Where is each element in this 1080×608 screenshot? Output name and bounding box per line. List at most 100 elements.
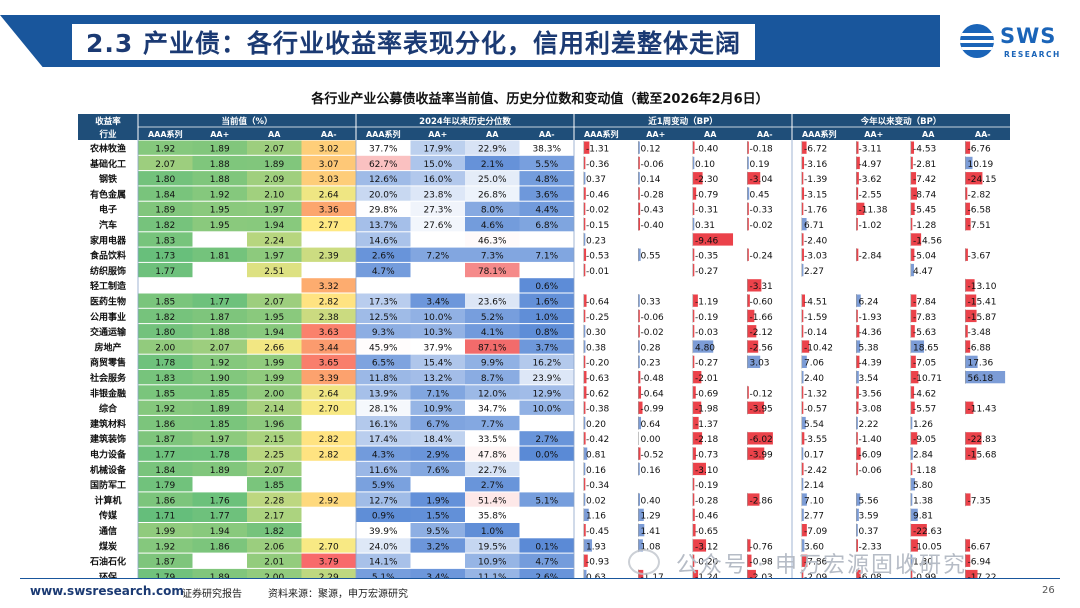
yield-value: 3.63 bbox=[319, 328, 339, 338]
yield-cell bbox=[247, 370, 302, 385]
percentile-value: 2.9% bbox=[426, 451, 449, 461]
yield-value: 1.79 bbox=[155, 481, 175, 491]
percentile-value: 35.8% bbox=[478, 512, 507, 522]
percentile-cell bbox=[410, 431, 465, 446]
yield-value: 1.85 bbox=[210, 389, 230, 399]
change-value: -6.08 bbox=[858, 573, 882, 578]
yield-value: 1.97 bbox=[264, 206, 284, 216]
change-value: -2.03 bbox=[749, 573, 772, 578]
percentile-value: 78.1% bbox=[478, 267, 507, 277]
yield-value: 1.77 bbox=[210, 298, 230, 308]
change-bar bbox=[692, 355, 695, 368]
percentile-value: 3.4% bbox=[426, 573, 449, 578]
yield-value: 1.86 bbox=[155, 420, 175, 430]
yield-cell bbox=[138, 461, 193, 477]
yield-value: 3.79 bbox=[319, 558, 339, 568]
sub-header: AA+ bbox=[428, 130, 447, 139]
change-value: -0.64 bbox=[586, 298, 610, 308]
percentile-value: 6.8% bbox=[535, 221, 558, 231]
percentile-value: 7.6% bbox=[426, 466, 449, 476]
yield-value: 1.81 bbox=[210, 252, 230, 262]
change-bar bbox=[910, 172, 917, 185]
change-bar bbox=[692, 478, 695, 491]
change-bar bbox=[910, 554, 913, 567]
change-bar bbox=[910, 386, 915, 399]
change-value: -0.46 bbox=[586, 190, 610, 200]
footer: www.swsresearch.com 证券研究报告 资料来源：聚源，申万宏源研… bbox=[0, 578, 1080, 608]
yield-cell bbox=[138, 400, 193, 415]
yield-cell bbox=[138, 492, 193, 507]
percentile-value: 15.0% bbox=[423, 160, 452, 170]
change-bar bbox=[638, 340, 640, 353]
yield-value: 1.85 bbox=[155, 298, 175, 308]
change-bar bbox=[638, 524, 645, 537]
change-bar bbox=[910, 263, 914, 277]
percentile-value: 10.0% bbox=[423, 313, 452, 323]
yield-value: 1.94 bbox=[264, 328, 284, 338]
change-value: -0.18 bbox=[749, 145, 773, 155]
change-bar bbox=[801, 340, 810, 353]
yield-cell bbox=[247, 140, 302, 155]
change-bar bbox=[747, 187, 750, 200]
yield-cell bbox=[138, 201, 193, 216]
change-value: -0.20 bbox=[695, 558, 719, 568]
percentile-cell bbox=[356, 415, 411, 431]
yield-value: 1.80 bbox=[155, 175, 175, 185]
yield-cell bbox=[192, 370, 247, 385]
percentile-cell bbox=[356, 201, 411, 216]
change-bar bbox=[801, 524, 807, 537]
yield-value: 1.83 bbox=[155, 374, 175, 384]
yield-cell bbox=[247, 385, 302, 400]
percentile-cell bbox=[465, 155, 520, 171]
percentile-value: 2.1% bbox=[481, 160, 504, 170]
percentile-cell bbox=[519, 247, 574, 262]
change-bar bbox=[638, 294, 640, 307]
change-value: -13.10 bbox=[967, 282, 996, 292]
change-value: -1.19 bbox=[695, 298, 719, 308]
percentile-cell bbox=[410, 370, 465, 385]
yield-cell bbox=[301, 186, 356, 201]
percentile-value: 3.4% bbox=[426, 298, 449, 308]
yield-cell bbox=[301, 538, 356, 553]
change-value: 2.27 bbox=[804, 267, 824, 277]
yield-cell bbox=[247, 262, 302, 278]
change-bar bbox=[692, 172, 703, 185]
yield-value: 3.03 bbox=[319, 175, 339, 185]
change-bar bbox=[747, 202, 749, 215]
change-value: 0.40 bbox=[640, 496, 660, 506]
change-bar bbox=[910, 432, 918, 445]
change-value: -1.98 bbox=[695, 405, 719, 415]
change-value: -9.05 bbox=[913, 435, 936, 445]
yield-value: 1.85 bbox=[264, 481, 284, 491]
change-value: -0.35 bbox=[695, 252, 718, 262]
footer-url[interactable]: www.swsresearch.com bbox=[30, 584, 184, 598]
percentile-value: 9.9% bbox=[481, 359, 504, 369]
change-bar bbox=[583, 263, 586, 277]
change-value: -4.62 bbox=[913, 389, 936, 399]
percentile-value: 25.0% bbox=[478, 175, 507, 185]
yield-value: 3.02 bbox=[319, 145, 339, 155]
yield-value: 1.90 bbox=[210, 374, 230, 384]
yield-value: 1.76 bbox=[210, 496, 230, 506]
change-bar bbox=[583, 309, 586, 323]
percentile-cell bbox=[465, 140, 520, 155]
percentile-cell bbox=[465, 232, 520, 247]
percentile-cell bbox=[356, 232, 411, 247]
change-value: -11.43 bbox=[967, 405, 996, 415]
yield-value: 1.89 bbox=[210, 145, 230, 155]
change-value: -0.99 bbox=[913, 573, 937, 578]
percentile-cell bbox=[465, 171, 520, 186]
yield-cell bbox=[192, 492, 247, 507]
change-value: -2.82 bbox=[967, 190, 990, 200]
yield-cell bbox=[192, 201, 247, 216]
change-bar bbox=[856, 309, 858, 323]
change-bar bbox=[965, 248, 968, 261]
change-value: 1.08 bbox=[640, 542, 660, 552]
percentile-value: 10.9% bbox=[423, 405, 452, 415]
change-value: -0.36 bbox=[586, 160, 610, 170]
change-value: -15.68 bbox=[967, 451, 996, 461]
yield-value: 1.95 bbox=[210, 221, 230, 231]
change-bar bbox=[583, 508, 589, 521]
change-value: -0.40 bbox=[640, 221, 664, 231]
yield-cell bbox=[192, 293, 247, 308]
